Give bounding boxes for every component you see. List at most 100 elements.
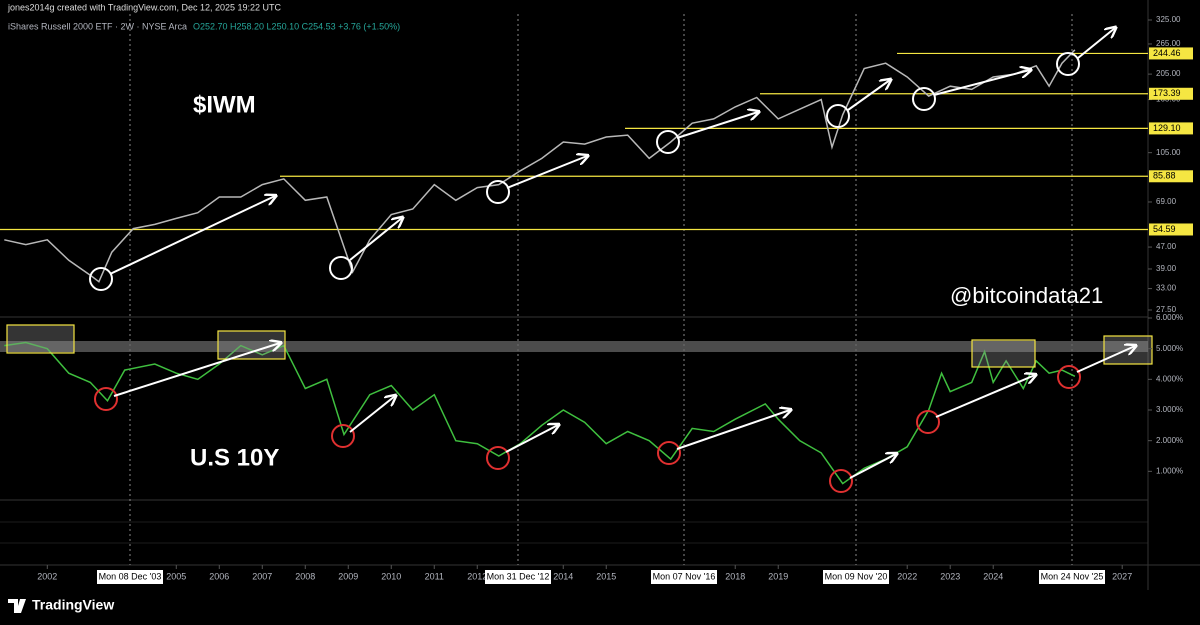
date-badge (1039, 570, 1105, 584)
circle (89, 267, 113, 291)
circle (829, 469, 853, 493)
x-tick-label: 2006 (209, 571, 229, 581)
y-tick-label: 4.000% (1156, 374, 1183, 383)
level-label: 244.46 (1153, 48, 1181, 58)
y-tick-label: 3.000% (1156, 405, 1183, 414)
arrow (505, 425, 558, 453)
date-badge-label: Mon 07 Nov '16 (653, 571, 716, 581)
y-tick-label: 205.00 (1156, 69, 1181, 78)
circle (486, 180, 510, 204)
marks (0, 49, 1148, 485)
date-badge-label: Mon 09 Nov '20 (825, 571, 888, 581)
x-tick-label: 2022 (897, 571, 917, 581)
x-tick-label: 2009 (338, 571, 358, 581)
y-tick-label: 27.50 (1156, 305, 1177, 314)
level-label-bg (1149, 223, 1193, 236)
watermark: @bitcoindata21 (950, 283, 1103, 308)
y-tick-label: 265.00 (1156, 39, 1181, 48)
x-tick-label: 2008 (295, 571, 315, 581)
x-tick-label: 2018 (725, 571, 745, 581)
circle (657, 441, 681, 465)
x-tick-label: 2011 (425, 571, 444, 581)
circle (912, 87, 936, 111)
chart-title: $IWM (193, 91, 256, 118)
level-label: 173.39 (1153, 88, 1181, 98)
chart-title: U.S 10Y (190, 444, 279, 471)
highlight-box (1103, 335, 1153, 365)
circle (1056, 52, 1080, 76)
arrow (506, 156, 587, 189)
series-line (4, 49, 1076, 283)
y-tick-label: 69.00 (1156, 197, 1177, 206)
y-tick-label: 5.000% (1156, 344, 1183, 353)
x-tick-label: 2012 (467, 571, 487, 581)
circle (331, 424, 355, 448)
circle (329, 256, 353, 280)
y-tick-label: 33.00 (1156, 284, 1177, 293)
arrow (109, 196, 275, 275)
resistance-band (0, 341, 1148, 352)
highlight-box (6, 324, 75, 354)
grid (0, 0, 1200, 590)
logo (8, 599, 26, 613)
arrow (676, 410, 790, 450)
level-label: 85.88 (1153, 171, 1176, 181)
circle (916, 410, 940, 434)
date-badge (485, 570, 551, 584)
x-tick-label: 2014 (553, 571, 573, 581)
annotations-bottom (94, 343, 1135, 493)
date-badge-label: Mon 31 Dec '12 (487, 571, 550, 581)
level-label-bg (1149, 47, 1193, 60)
x-tick-label: 2023 (940, 571, 960, 581)
arrow (676, 112, 758, 139)
footer: TradingView (32, 597, 114, 613)
circle (656, 130, 680, 154)
date-badge (97, 570, 163, 584)
highlight-boxes (6, 324, 1153, 368)
ohlc: O252.70 H258.20 L250.10 C254.53 +3.76 (+… (193, 21, 400, 31)
series-line (4, 341, 1076, 485)
y-tick-label: 105.00 (1156, 148, 1181, 157)
arrow (933, 70, 1030, 96)
x-tick-label: 2010 (381, 571, 401, 581)
arrow (847, 80, 890, 111)
crosshair-lines (129, 14, 1073, 565)
x-tick-label: 2027 (1112, 571, 1132, 581)
circle (486, 446, 510, 470)
arrow (349, 396, 395, 433)
y-tick-label: 47.00 (1156, 242, 1177, 251)
x-tick-label: 2007 (252, 571, 272, 581)
x-tick-label: 2005 (166, 571, 186, 581)
circle (1057, 365, 1081, 389)
level-label-bg (1149, 87, 1193, 100)
x-tick-label: 2002 (37, 571, 57, 581)
y-tick-label: 325.00 (1156, 15, 1181, 24)
level-label-bg (1149, 170, 1193, 183)
level-label: 54.59 (1153, 224, 1176, 234)
arrow (113, 343, 280, 397)
date-badge-label: Mon 24 Nov '25 (1041, 571, 1104, 581)
arrow (1077, 28, 1115, 59)
y-tick-label: 2.000% (1156, 436, 1183, 445)
date-badge-label: Mon 08 Dec '03 (99, 571, 162, 581)
arrow (1076, 346, 1135, 373)
level-label: 129.10 (1153, 123, 1181, 133)
circle (826, 104, 850, 128)
y-tick-label: 6.000% (1156, 313, 1183, 322)
date-badge (823, 570, 889, 584)
level-label-bg (1149, 122, 1193, 135)
x-tick-label: 2024 (983, 571, 1003, 581)
x-tick-label: 2015 (596, 571, 616, 581)
x-tick-label: 2019 (768, 571, 788, 581)
arrow (849, 454, 896, 479)
date-badge (651, 570, 717, 584)
y-tick-label: 1.000% (1156, 466, 1183, 475)
credit: jones2014g created with TradingView.com,… (7, 2, 281, 12)
arrow (349, 218, 402, 261)
arrow (935, 375, 1035, 418)
circle (94, 387, 118, 411)
annotations-top (89, 28, 1115, 291)
